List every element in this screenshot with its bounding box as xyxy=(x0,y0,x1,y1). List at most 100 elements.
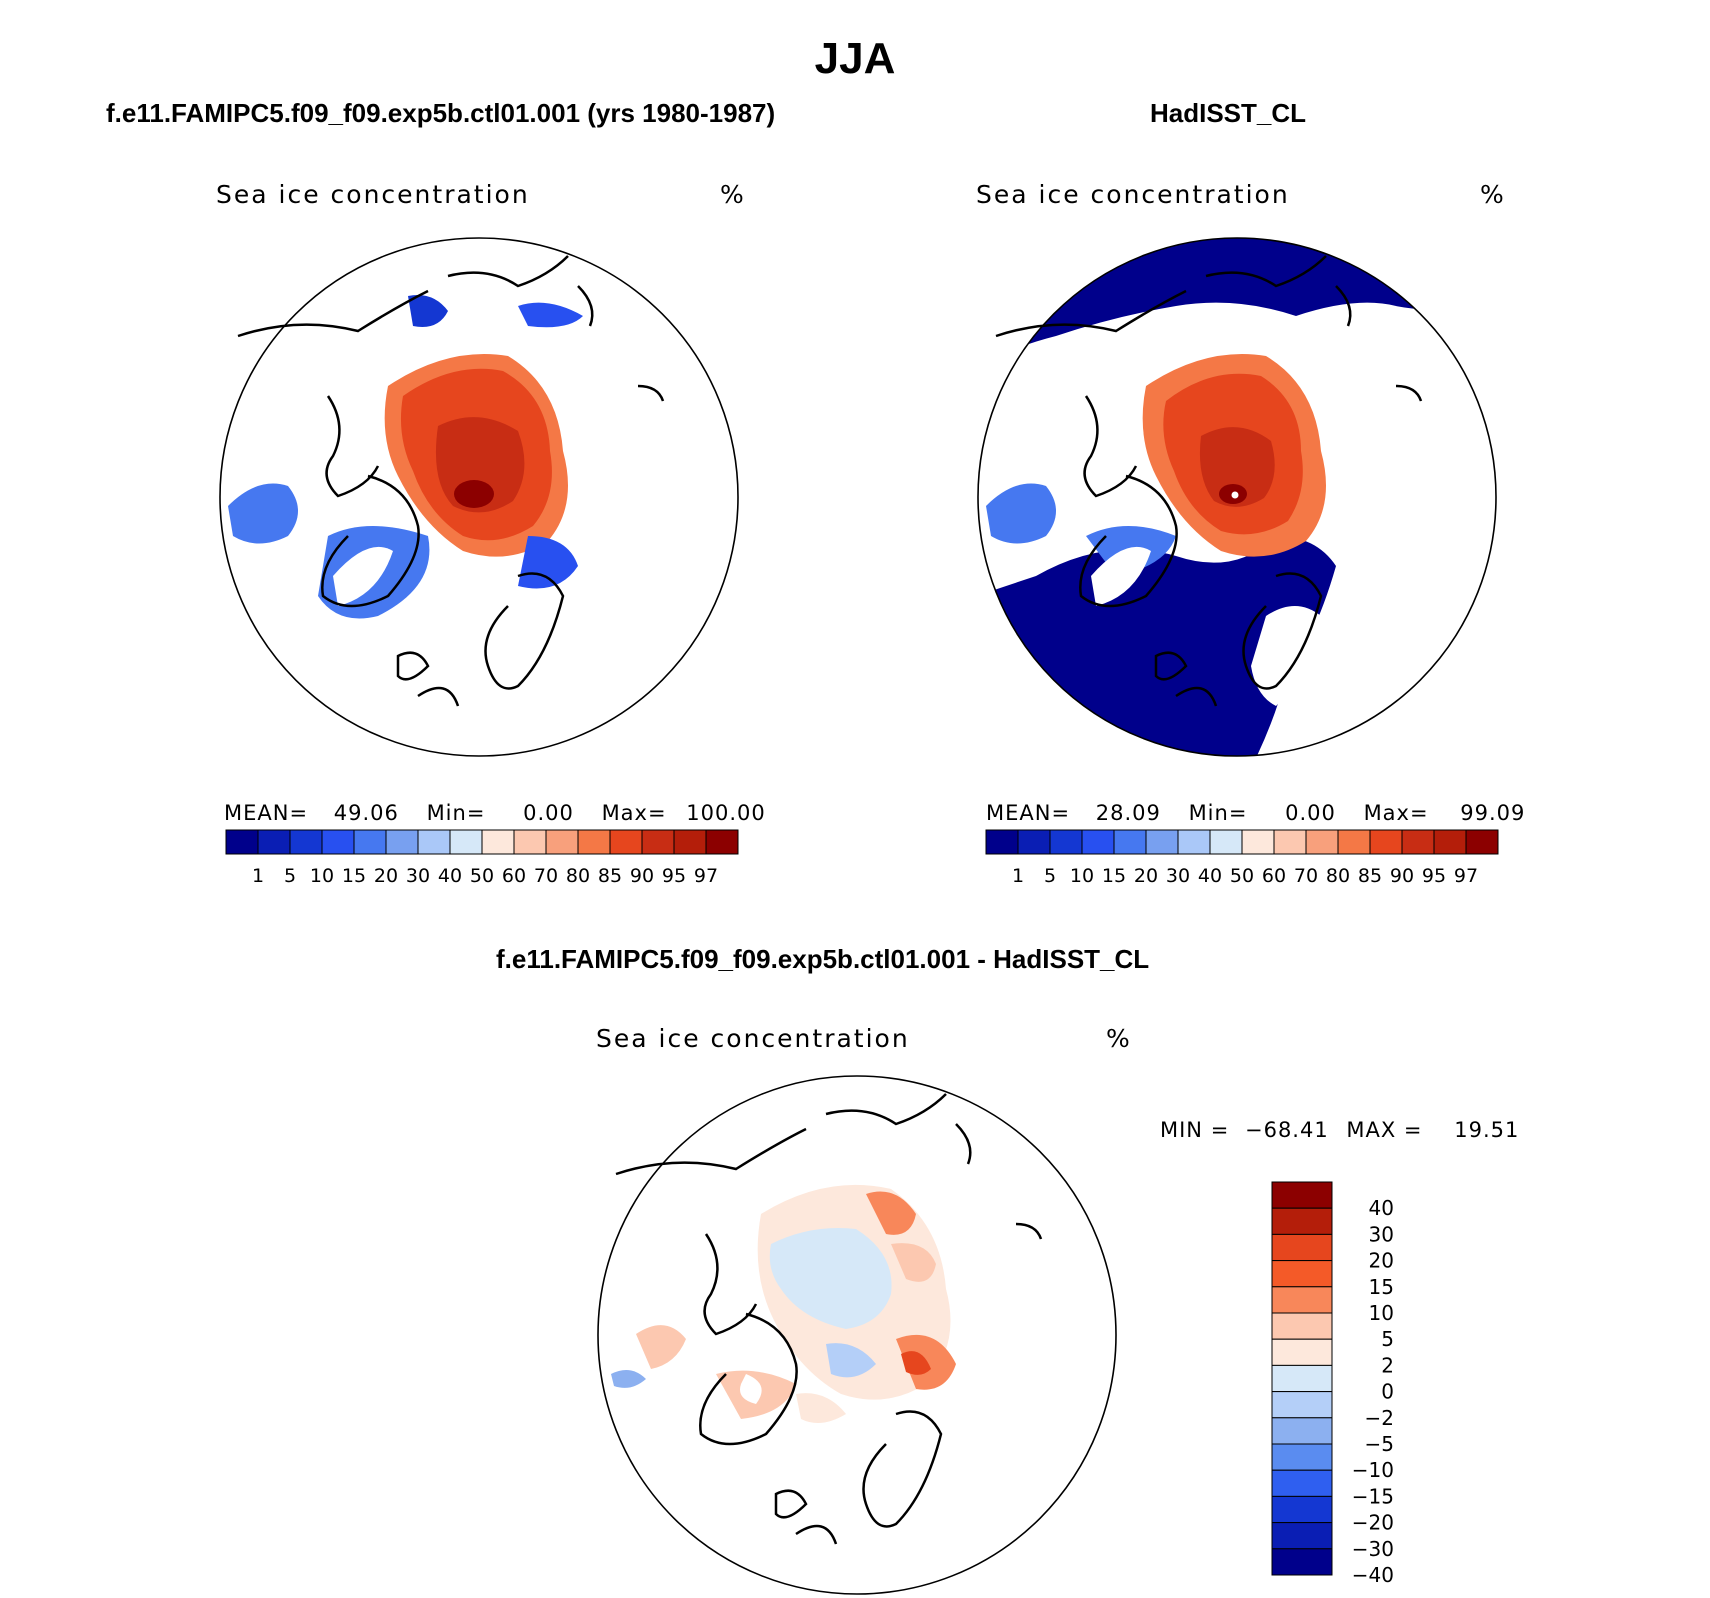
panel1-variable: Sea ice concentration xyxy=(216,180,530,209)
diff-max-value: 19.51 xyxy=(1454,1118,1520,1142)
panel2-colorbar-box-10 xyxy=(1305,829,1339,855)
panel1-colorbar-label-8: 60 xyxy=(502,865,526,887)
panel1-colorbar-box-6 xyxy=(417,829,451,855)
diff-colorbar-box-0 xyxy=(1271,1181,1333,1209)
diff-colorbar-label-0: 40 xyxy=(1369,1196,1394,1220)
panel2-colorbar-box-5 xyxy=(1145,829,1179,855)
panel1-colorbar-label-3: 15 xyxy=(342,865,366,887)
diff-units: % xyxy=(1106,1024,1132,1053)
panel1-colorbar-box-2 xyxy=(289,829,323,855)
panel2-min-value: 0.00 xyxy=(1285,801,1336,825)
diff-colorbar-label-13: −30 xyxy=(1352,1537,1394,1561)
panel1-colorbar-box-3 xyxy=(321,829,355,855)
panel2-max-value: 99.09 xyxy=(1460,801,1526,825)
diff-colorbar-label-4: 10 xyxy=(1369,1301,1394,1325)
panel2-units: % xyxy=(1480,180,1506,209)
diff-colorbar-label-14: −40 xyxy=(1352,1563,1394,1587)
diff-colorbar-label-3: 15 xyxy=(1369,1275,1394,1299)
panel2-colorbar-box-15 xyxy=(1465,829,1499,855)
panel2-colorbar-box-7 xyxy=(1209,829,1243,855)
panel2-mean-label: MEAN= xyxy=(986,801,1071,825)
diff-colorbar-box-5 xyxy=(1271,1312,1333,1340)
diff-colorbar-box-6 xyxy=(1271,1338,1333,1366)
panel1-colorbar-box-10 xyxy=(545,829,579,855)
panel2-colorbar-label-12: 90 xyxy=(1390,865,1414,887)
diff-title: f.e11.FAMIPC5.f09_f09.exp5b.ctl01.001 - … xyxy=(496,944,1150,974)
diff-colorbar-box-4 xyxy=(1271,1286,1333,1314)
diff-colorbar-label-12: −20 xyxy=(1352,1511,1394,1535)
diff-max-label: MAX = xyxy=(1346,1118,1423,1142)
diff-colorbar-label-1: 30 xyxy=(1369,1222,1394,1246)
diff-colorbar-label-9: −5 xyxy=(1365,1432,1394,1456)
panel2-colorbar-labels: 1 5 10 15 20 30 40 50 60 70 80 85 90 95 97 xyxy=(1012,865,1478,887)
panel1-colorbar-label-11: 85 xyxy=(598,865,622,887)
panel2-colorbar-label-2: 10 xyxy=(1070,865,1094,887)
panel2-colorbar-box-13 xyxy=(1401,829,1435,855)
panel1-colorbar-label-10: 80 xyxy=(566,865,590,887)
diff-colorbar-box-13 xyxy=(1271,1522,1333,1550)
panel2-mean-value: 28.09 xyxy=(1095,801,1161,825)
panel1-colorbar-box-13 xyxy=(641,829,675,855)
panel2-variable: Sea ice concentration xyxy=(976,180,1290,209)
panel2-colorbar-label-5: 30 xyxy=(1166,865,1190,887)
panel1-colorbar-box-5 xyxy=(385,829,419,855)
diff-colorbar-boxes xyxy=(1271,1181,1333,1576)
panel1-colorbar-label-5: 30 xyxy=(406,865,430,887)
panel1-max-value: 100.00 xyxy=(686,801,766,825)
panel1-colorbar-label-12: 90 xyxy=(630,865,654,887)
panel2-colorbar-label-3: 15 xyxy=(1102,865,1126,887)
panel2-colorbar-label-6: 40 xyxy=(1198,865,1222,887)
panel1-min-value: 0.00 xyxy=(523,801,574,825)
panel2-colorbar-label-7: 50 xyxy=(1230,865,1254,887)
panel1-colorbar-box-11 xyxy=(577,829,611,855)
panel2-colorbar-label-10: 80 xyxy=(1326,865,1350,887)
panel1-colorbar-label-9: 70 xyxy=(534,865,558,887)
panel2-colorbar-label-0: 1 xyxy=(1012,865,1024,887)
diff-colorbar-label-5: 5 xyxy=(1381,1327,1394,1351)
panel1-polar-map xyxy=(219,237,739,757)
panel2-polar-map xyxy=(977,237,1497,757)
diff-colorbar-box-14 xyxy=(1271,1548,1333,1576)
panel1-colorbar-label-13: 95 xyxy=(662,865,686,887)
diff-variable: Sea ice concentration xyxy=(596,1024,910,1053)
panel1-max-label: Max= xyxy=(601,801,667,825)
diff-polar-map xyxy=(597,1075,1117,1595)
panel1-title: f.e11.FAMIPC5.f09_f09.exp5b.ctl01.001 (y… xyxy=(106,98,776,128)
panel2-title: HadISST_CL xyxy=(1150,98,1307,128)
panel2-colorbar-label-11: 85 xyxy=(1358,865,1382,887)
diff-colorbar-label-11: −15 xyxy=(1352,1484,1394,1508)
panel1-colorbar-label-14: 97 xyxy=(694,865,718,887)
diff-colorbar-box-7 xyxy=(1271,1364,1333,1393)
panel2-colorbar-label-13: 95 xyxy=(1422,865,1446,887)
panel1-colorbar-box-7 xyxy=(449,829,483,855)
diff-colorbar-box-3 xyxy=(1271,1260,1333,1288)
panel1-colorbar-box-15 xyxy=(705,829,739,855)
diff-colorbar-box-11 xyxy=(1271,1469,1333,1497)
panel1-colorbar-label-2: 10 xyxy=(310,865,334,887)
diff-colorbar-label-2: 20 xyxy=(1369,1249,1394,1273)
diff-colorbar-label-10: −10 xyxy=(1352,1458,1394,1482)
diff-min-label: MIN = xyxy=(1160,1118,1230,1142)
panel1-colorbar-box-8 xyxy=(481,829,515,855)
panel1-colorbar-box-4 xyxy=(353,829,387,855)
diff-colorbar-label-6: 2 xyxy=(1381,1353,1394,1377)
panel2-colorbar-box-6 xyxy=(1177,829,1211,855)
panel2-colorbar-box-14 xyxy=(1433,829,1467,855)
diff-colorbar-box-2 xyxy=(1271,1233,1333,1262)
panel2-colorbar: 1 5 10 15 20 30 40 50 60 70 80 85 90 95 97 xyxy=(985,829,1499,887)
panel2-colorbar-label-8: 60 xyxy=(1262,865,1286,887)
diff-colorbar-box-8 xyxy=(1271,1391,1333,1419)
diff-colorbar-box-10 xyxy=(1271,1443,1333,1471)
panel1-colorbar-label-4: 20 xyxy=(374,865,398,887)
panel1-colorbar-label-7: 50 xyxy=(470,865,494,887)
main-title: JJA xyxy=(814,34,896,83)
panel1-colorbar: 1 5 10 15 20 30 40 50 60 70 80 85 90 95 97 xyxy=(225,829,739,887)
panel2-min-label: Min= xyxy=(1188,801,1248,825)
panel1-min-label: Min= xyxy=(426,801,486,825)
diff-min-value: −68.41 xyxy=(1244,1118,1329,1142)
panel1-colorbar-box-14 xyxy=(673,829,707,855)
panel2-colorbar-box-0 xyxy=(985,829,1019,855)
panel1-colorbar-label-1: 5 xyxy=(284,865,296,887)
